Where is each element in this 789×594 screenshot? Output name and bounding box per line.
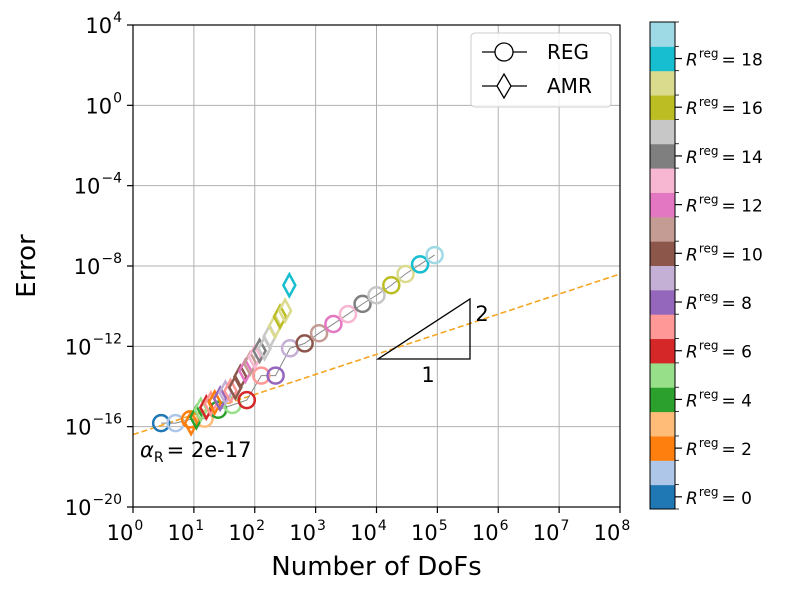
colorbar-swatch	[650, 387, 675, 413]
slope-triangle-shape	[375, 297, 471, 360]
y-tick-label: 10−20	[65, 492, 122, 520]
data-marks	[151, 245, 444, 437]
colorbar-swatch	[650, 411, 675, 437]
amr-point	[232, 363, 248, 391]
colorbar-label: Rreg = 8	[686, 290, 752, 314]
x-tick-label: 100	[107, 518, 144, 545]
series-reg	[151, 245, 444, 433]
x-tick-label: 107	[533, 518, 570, 545]
colorbar-swatch	[650, 362, 675, 388]
reg-point	[410, 255, 430, 274]
x-axis-label: Number of DoFs	[271, 552, 481, 582]
x-tick-label: 104	[350, 518, 387, 545]
colorbar-swatch	[650, 265, 675, 291]
legend-label: REG	[547, 40, 589, 64]
colorbar-swatch	[650, 46, 675, 72]
amr-point	[267, 312, 283, 340]
x-tick-label: 108	[594, 518, 631, 545]
reg-point	[151, 413, 171, 433]
grid	[132, 24, 621, 508]
slope-run-label: 1	[421, 363, 434, 387]
reg-point	[252, 366, 271, 385]
x-tick-label: 103	[289, 518, 326, 545]
amr-point	[247, 343, 263, 371]
y-tick-label: 10−4	[74, 171, 122, 199]
x-tick-label: 105	[411, 518, 448, 545]
y-tick-label: 10−8	[74, 251, 122, 279]
reg-point	[195, 409, 214, 428]
reg-point	[382, 276, 401, 295]
alpha-annotation: αR = 2e-17	[140, 438, 251, 466]
amr-point	[237, 357, 253, 385]
colorbar-label: Rreg = 10	[686, 241, 763, 265]
reg-point	[338, 304, 358, 324]
colorbar-label: Rreg = 6	[686, 339, 752, 363]
reg-point	[425, 245, 444, 265]
colorbar-label: Rreg = 0	[686, 485, 752, 509]
y-tick-label: 104	[85, 10, 122, 38]
reg-point	[367, 285, 386, 305]
reg-point	[266, 366, 285, 385]
colorbar-swatch	[650, 460, 675, 486]
y-tick-label: 100	[85, 90, 122, 118]
colorbar-swatch	[650, 95, 675, 120]
amr-point	[277, 297, 293, 325]
colorbar-swatch	[650, 435, 675, 461]
amr-point	[223, 377, 238, 405]
y-axis-label: Error	[12, 234, 42, 298]
colorbar-label: Rreg = 2	[686, 436, 752, 460]
y-axis-ticks: 104 100 10−4 10−8 10−12 10−16 10−20	[65, 10, 133, 520]
x-tick-label: 102	[228, 518, 265, 545]
colorbar-label: Rreg = 4	[686, 387, 752, 411]
colorbar-swatch	[650, 119, 675, 145]
colorbar-label: Rreg = 18	[686, 47, 763, 71]
amr-point	[252, 337, 267, 365]
colorbar-swatch	[650, 241, 675, 266]
colorbar-label: Rreg = 12	[686, 193, 763, 217]
legend-label: AMR	[547, 74, 592, 98]
amr-point	[183, 409, 199, 437]
colorbar-swatch	[650, 338, 675, 364]
colorbar-swatch	[650, 192, 675, 218]
series-amr	[183, 271, 297, 437]
x-axis-ticks: 100 101 102 103 104 105 106 107 108	[107, 507, 631, 545]
y-tick-label: 10−12	[65, 331, 122, 359]
x-tick-label: 106	[472, 518, 509, 545]
amr-point	[242, 349, 258, 378]
colorbar-swatch	[650, 168, 675, 193]
amr-point	[207, 388, 223, 417]
colorbar-swatch	[650, 22, 675, 47]
reg-point	[353, 294, 372, 314]
colorbar-swatch	[650, 216, 675, 242]
legend-diamond-marker	[496, 72, 512, 100]
colorbar-swatch	[650, 314, 675, 340]
reg-point	[295, 334, 314, 353]
legend-entry-amr: AMR	[482, 72, 592, 100]
x-tick-label: 101	[168, 518, 205, 545]
alpha-label: αR = 2e-17	[140, 438, 251, 466]
colorbar-label: Rreg = 14	[686, 144, 763, 168]
amr-point	[272, 303, 288, 331]
reg-point	[396, 264, 415, 284]
colorbar: Rreg = 0 Rreg = 2 Rreg = 4 Rreg = 6 Rreg = 8 Rreg =…	[649, 21, 763, 510]
amr-point	[188, 403, 204, 431]
legend-entry-reg: REG	[482, 40, 589, 64]
y-tick-label: 10−16	[65, 412, 122, 440]
colorbar-swatch	[650, 484, 675, 510]
reg-point	[237, 390, 257, 410]
amr-point	[281, 271, 297, 299]
colorbar-label: Rreg = 16	[686, 95, 763, 119]
slope-triangle: 12	[375, 297, 489, 387]
amr-point	[212, 384, 228, 413]
legend: REG AMR	[470, 32, 612, 108]
reg-point	[309, 323, 329, 343]
legend-circle-marker	[494, 42, 514, 62]
colorbar-swatch	[650, 143, 675, 169]
colorbar-swatch	[650, 70, 675, 96]
reg-point	[324, 314, 343, 334]
colorbar-swatch	[650, 289, 675, 315]
slope-rise-label: 2	[475, 302, 488, 326]
